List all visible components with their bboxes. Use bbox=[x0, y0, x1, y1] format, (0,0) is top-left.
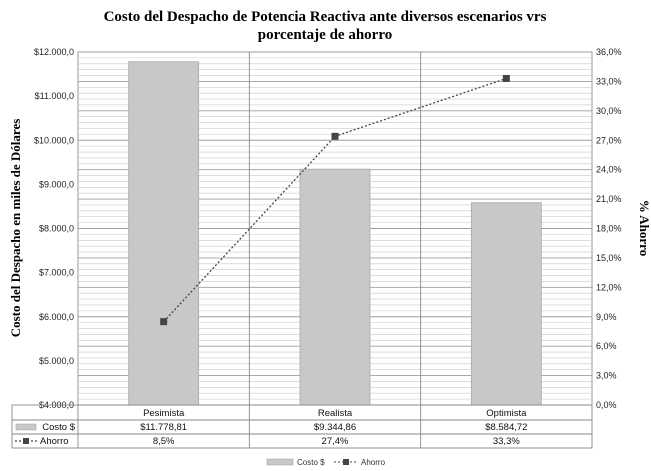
y2-tick-label: 15,0% bbox=[596, 253, 622, 263]
chart-title-line-1: Costo del Despacho de Potencia Reactiva … bbox=[104, 9, 547, 25]
y2-tick-label: 27,0% bbox=[596, 135, 622, 145]
bars bbox=[128, 61, 542, 406]
y2-tick-label: 30,0% bbox=[596, 106, 622, 116]
y-tick-label: $5.000,0 bbox=[39, 356, 74, 366]
y2-tick-label: 3,0% bbox=[596, 371, 617, 381]
y-tick-label: $6.000,0 bbox=[39, 312, 74, 322]
bar-costo bbox=[128, 61, 200, 406]
legend-costo-label: Costo $ bbox=[297, 458, 325, 467]
y2-tick-label: 0,0% bbox=[596, 400, 617, 410]
costo-value-label: $8.584,72 bbox=[485, 422, 527, 433]
ahorro-point bbox=[160, 318, 168, 326]
y2-tick-label: 21,0% bbox=[596, 194, 622, 204]
costo-value-label: $9.344,86 bbox=[314, 422, 356, 433]
ahorro-line bbox=[160, 74, 510, 326]
y2-axis-title: % Ahorro bbox=[637, 200, 651, 256]
y2-tick-label: 12,0% bbox=[596, 282, 622, 292]
ahorro-value-label: 33,3% bbox=[493, 436, 520, 447]
legend: Costo $ Ahorro bbox=[266, 458, 386, 467]
data-table-frame bbox=[11, 404, 593, 449]
ahorro-point bbox=[331, 132, 339, 140]
y-tick-label: $9.000,0 bbox=[39, 179, 74, 189]
y-tick-label: $12.000,0 bbox=[34, 47, 74, 57]
y-tick-label: $8.000,0 bbox=[39, 224, 74, 234]
y-axis-title: Costo del Despacho en miles de Dólares bbox=[8, 119, 23, 338]
bar-costo bbox=[470, 202, 542, 406]
costo-value-label: $11.778,81 bbox=[140, 422, 187, 433]
y-tick-label: $10.000,0 bbox=[34, 135, 74, 145]
y2-tick-label: 6,0% bbox=[596, 341, 617, 351]
legend-costo-swatch bbox=[266, 458, 294, 466]
category-label: Pesimista bbox=[143, 408, 185, 419]
table-legend-ahorro-label: Ahorro bbox=[40, 436, 69, 447]
y2-tick-label: 24,0% bbox=[596, 165, 622, 175]
y2-tick-label: 36,0% bbox=[596, 47, 622, 57]
table-legend-costo-swatch bbox=[15, 423, 37, 431]
chart-title-line-2: porcentaje de ahorro bbox=[258, 27, 392, 43]
y-tick-label: $7.000,0 bbox=[39, 268, 74, 278]
bar-costo bbox=[299, 168, 371, 406]
category-label: Optimista bbox=[486, 408, 527, 419]
ahorro-value-label: 27,4% bbox=[322, 436, 349, 447]
category-label: Realista bbox=[318, 408, 353, 419]
y2-tick-label: 18,0% bbox=[596, 224, 622, 234]
y-tick-label: $11.000,0 bbox=[35, 91, 74, 101]
legend-ahorro-marker bbox=[343, 459, 349, 465]
ahorro-value-label: 8,5% bbox=[153, 436, 175, 447]
y2-tick-label: 33,0% bbox=[596, 76, 622, 86]
table-legend-costo-label: Costo $ bbox=[42, 422, 75, 433]
table-legend-ahorro-marker bbox=[23, 438, 29, 444]
data-table: Pesimista Realista Optimista Costo $ $11.778… bbox=[11, 404, 593, 449]
legend-ahorro-label: Ahorro bbox=[361, 458, 386, 467]
y2-tick-label: 9,0% bbox=[596, 312, 617, 322]
ahorro-point bbox=[502, 74, 510, 82]
